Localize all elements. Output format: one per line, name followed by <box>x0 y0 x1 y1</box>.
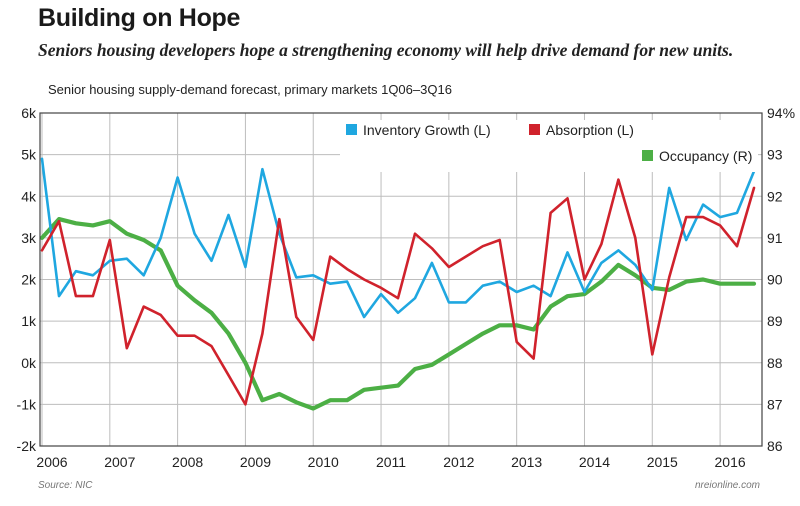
left-tick-label: -1k <box>17 396 37 412</box>
x-tick-label: 2008 <box>172 454 203 470</box>
right-tick-label: 92 <box>767 188 783 204</box>
x-tick-label: 2012 <box>443 454 474 470</box>
legend-inventory-label: Inventory Growth (L) <box>363 122 491 138</box>
page-title: Building on Hope <box>38 4 241 32</box>
plot-frame <box>39 112 763 447</box>
right-tick-label: 87 <box>767 396 783 412</box>
series-line-occupancy <box>39 217 757 411</box>
legend-absorption-swatch <box>529 124 540 135</box>
x-tick-label: 2015 <box>647 454 678 470</box>
series-line-absorption <box>40 178 756 406</box>
left-tick-label: 1k <box>21 313 37 329</box>
right-tick-label: 91 <box>767 230 783 246</box>
x-tick-label: 2013 <box>511 454 542 470</box>
right-tick-label: 94% <box>767 105 795 121</box>
series-layer <box>39 157 757 411</box>
x-tick-label: 2007 <box>104 454 135 470</box>
left-tick-label: 2k <box>21 272 37 288</box>
legend-inventory-swatch <box>346 124 357 135</box>
legend-occupancy-label: Occupancy (R) <box>659 148 752 164</box>
source-note: Source: NIC <box>38 480 93 491</box>
left-tick-label: -2k <box>17 438 37 454</box>
axis-layer: -2k -1k 0k 1k 2k 3k 4k 5k 6k 86 87 88 89 90 91 92 93 94% 2… <box>17 105 795 470</box>
right-tick-label: 86 <box>767 438 783 454</box>
legend-absorption-label: Absorption (L) <box>546 122 634 138</box>
right-tick-label: 88 <box>767 355 783 371</box>
right-tick-label: 93 <box>767 147 783 163</box>
credit-note: nreionline.com <box>694 480 760 491</box>
legend: Inventory Growth (L) Absorption (L) Occupa… <box>340 120 758 172</box>
left-tick-label: 0k <box>21 355 37 371</box>
x-tick-label: 2014 <box>579 454 610 470</box>
x-tick-label: 2011 <box>376 454 406 470</box>
legend-background <box>340 120 758 172</box>
left-tick-label: 4k <box>21 188 37 204</box>
x-tick-label: 2009 <box>240 454 271 470</box>
x-tick-label: 2010 <box>308 454 339 470</box>
left-tick-label: 5k <box>21 147 37 163</box>
x-tick-label: 2016 <box>715 454 746 470</box>
chart-title: Senior housing supply-demand forecast, p… <box>48 82 452 97</box>
left-tick-label: 6k <box>21 105 37 121</box>
series-line-inventory <box>40 157 756 319</box>
page-subtitle: Seniors housing developers hope a streng… <box>38 40 734 60</box>
x-tick-label: 2006 <box>36 454 67 470</box>
legend-occupancy-swatch <box>642 150 653 161</box>
right-tick-label: 90 <box>767 272 783 288</box>
right-tick-label: 89 <box>767 313 783 329</box>
left-tick-label: 3k <box>21 230 37 246</box>
